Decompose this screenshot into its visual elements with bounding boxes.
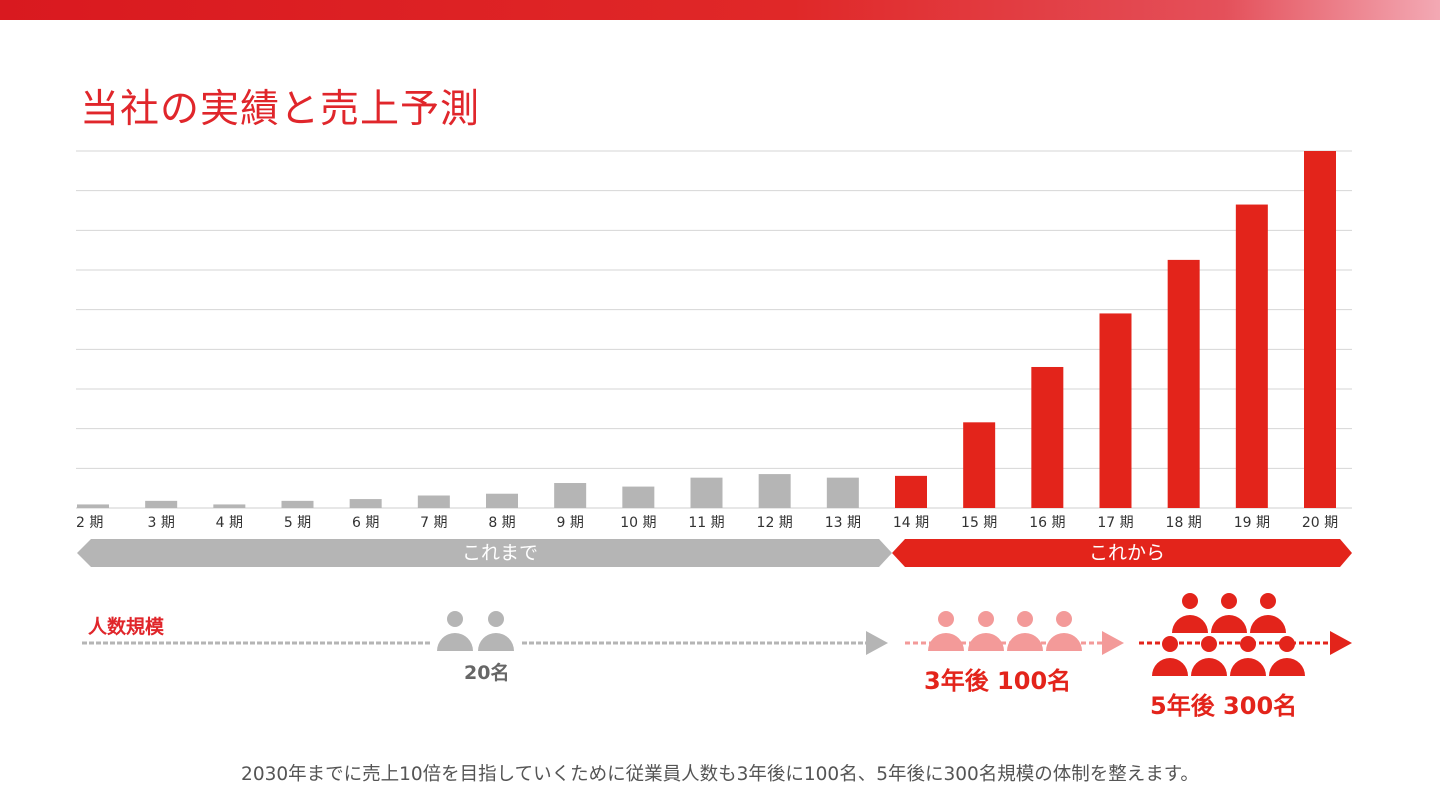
tick-label: 18 期 <box>1166 515 1202 531</box>
timeline-arrowhead-gray <box>866 631 888 655</box>
tick-label: 6 期 <box>352 515 379 531</box>
tick-label: 9 期 <box>556 515 583 531</box>
bar-7 <box>417 495 450 508</box>
chart-bars <box>77 151 1336 509</box>
bar-12 <box>758 474 791 508</box>
person-icon <box>1250 593 1286 633</box>
tick-label: 15 期 <box>961 515 997 531</box>
tick-label: 7 期 <box>420 515 447 531</box>
tick-label: 2 期 <box>76 515 103 531</box>
bar-8 <box>486 493 518 508</box>
bar-9 <box>554 483 587 508</box>
bar-18 <box>1167 259 1200 508</box>
person-icon <box>437 611 473 651</box>
past-band-arrow <box>77 539 892 567</box>
person-icon <box>1046 611 1082 651</box>
bar-4 <box>213 504 246 508</box>
page-title: 当社の実績と売上予測 <box>80 87 481 132</box>
headcount-label: 人数規模 <box>88 616 165 638</box>
chart-tick-labels: 2 期 3 期 4 期 5 期 6 期 7 期 8 期 9 期 10 期 11 期 12 期 13 期… <box>76 515 1338 531</box>
bar-17 <box>1099 313 1132 508</box>
bar-20 <box>1304 151 1336 508</box>
tick-label: 3 期 <box>147 515 174 531</box>
tick-label: 4 期 <box>216 515 243 531</box>
past-band-label: これまで <box>461 542 538 564</box>
tick-label: 11 期 <box>688 515 724 531</box>
person-icon <box>1152 636 1188 676</box>
tick-label: 17 期 <box>1097 515 1133 531</box>
bar-19 <box>1235 204 1268 509</box>
bar-14 <box>895 475 927 508</box>
person-icon <box>1172 593 1208 633</box>
footer-caption: 2030年までに売上10倍を目指していくために従業員人数も3年後に100名、5年… <box>241 764 1199 785</box>
headcount-now: 20名 <box>464 662 510 684</box>
tick-label: 14 期 <box>893 515 929 531</box>
tick-label: 19 期 <box>1234 515 1270 531</box>
tick-label: 12 期 <box>757 515 793 531</box>
tick-label: 16 期 <box>1029 515 1065 531</box>
bar-15 <box>963 422 996 508</box>
person-icon <box>1191 636 1227 676</box>
future-band-arrow <box>892 539 1352 567</box>
bar-2 <box>77 504 109 508</box>
bar-13 <box>826 477 859 508</box>
sales-chart: 2 期 3 期 4 期 5 期 6 期 7 期 8 期 9 期 10 期 11 期 12 期 13 期… <box>76 150 1352 676</box>
tick-label: 13 期 <box>825 515 861 531</box>
person-icon <box>928 611 964 651</box>
person-icon <box>1007 611 1043 651</box>
bar-11 <box>690 477 723 508</box>
timeline-arrowhead-light <box>1102 631 1124 655</box>
tick-label: 5 期 <box>284 515 311 531</box>
timeline-arrowhead-red <box>1330 631 1352 655</box>
person-icon <box>1269 636 1305 676</box>
person-icon <box>968 611 1004 651</box>
future-band-label: これから <box>1088 542 1165 564</box>
person-icon <box>1230 636 1266 676</box>
tick-label: 10 期 <box>620 515 656 531</box>
tick-label: 8 期 <box>488 515 515 531</box>
headcount-5-years: 5年後 300名 <box>1150 692 1298 720</box>
bar-3 <box>145 500 178 508</box>
bar-6 <box>349 499 382 508</box>
chart-grid <box>76 150 1352 509</box>
bar-10 <box>622 486 655 508</box>
bar-16 <box>1031 366 1064 508</box>
tick-label: 20 期 <box>1302 515 1338 531</box>
bar-5 <box>281 500 314 508</box>
person-icon <box>1211 593 1247 633</box>
person-icon <box>478 611 514 651</box>
headcount-3-years: 3年後 100名 <box>924 667 1072 695</box>
top-accent-bar <box>0 0 1440 20</box>
